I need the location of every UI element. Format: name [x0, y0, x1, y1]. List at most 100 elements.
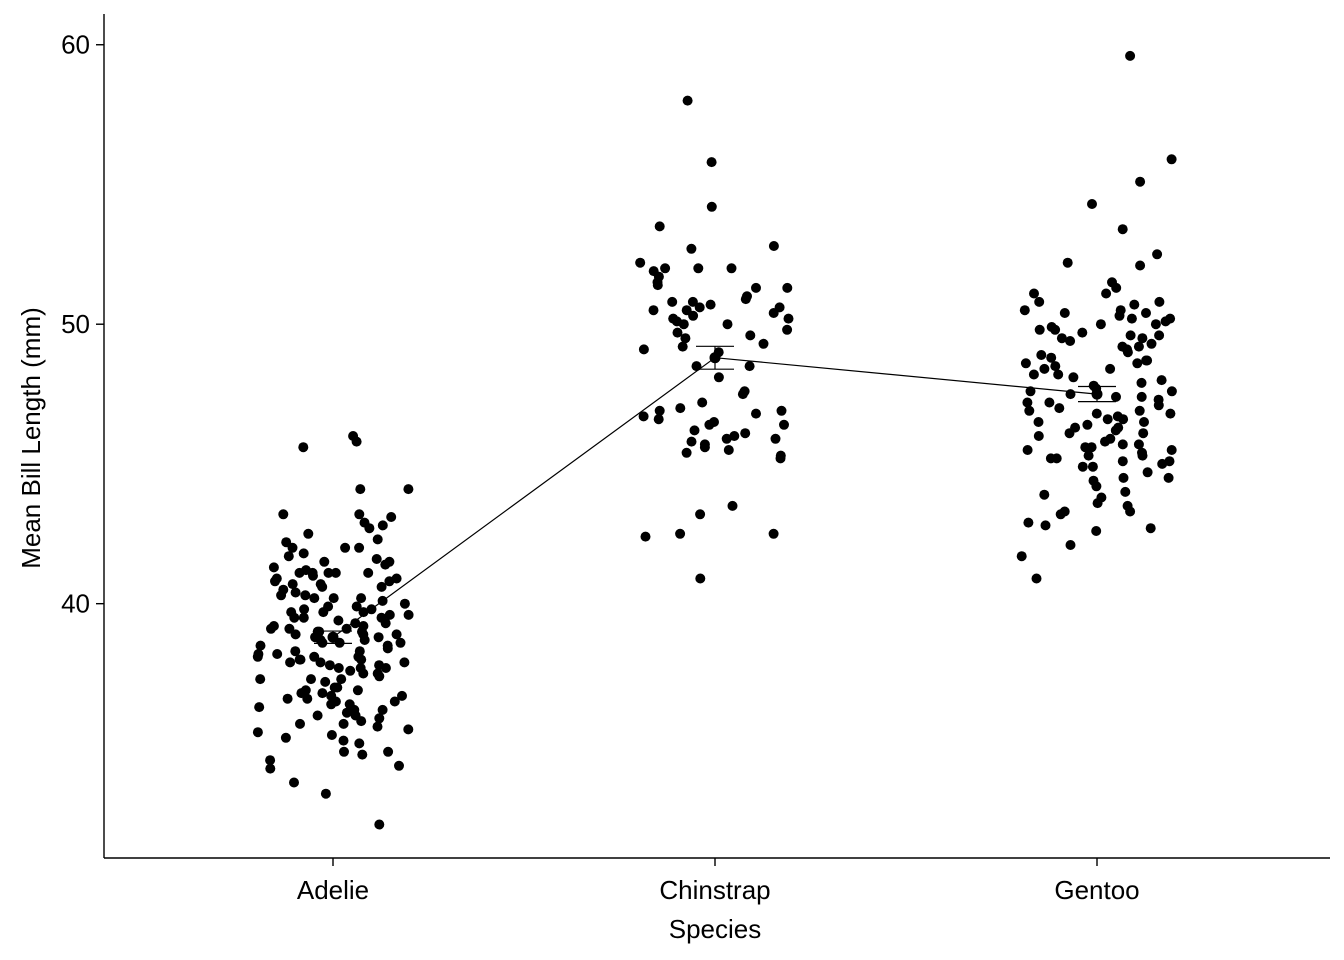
data-point — [706, 201, 717, 212]
data-point — [1050, 361, 1061, 372]
data-point — [758, 338, 769, 349]
data-point — [1137, 450, 1148, 461]
data-point — [770, 433, 781, 444]
data-point — [350, 618, 361, 629]
data-point — [1118, 472, 1129, 483]
data-point — [1019, 305, 1030, 316]
data-point — [380, 559, 391, 570]
data-point — [306, 674, 316, 685]
data-point — [399, 657, 410, 668]
data-point — [640, 531, 651, 542]
data-point — [326, 730, 337, 740]
data-point — [377, 520, 388, 531]
data-point — [1065, 336, 1076, 346]
data-point — [394, 760, 404, 771]
data-point — [1111, 282, 1122, 293]
data-point — [638, 411, 649, 422]
data-point — [1056, 333, 1067, 344]
data-point — [298, 612, 309, 623]
data-point — [678, 319, 689, 330]
data-point — [382, 640, 393, 651]
data-point — [1023, 517, 1034, 528]
data-point — [373, 632, 384, 643]
data-point — [1166, 386, 1177, 397]
data-point — [783, 313, 794, 324]
y-tick-label: 60 — [61, 30, 90, 60]
data-point — [721, 433, 732, 444]
data-point — [1126, 313, 1137, 324]
data-point — [287, 542, 298, 553]
data-point — [1154, 330, 1165, 341]
data-point — [1022, 445, 1033, 455]
data-point — [722, 319, 733, 330]
data-point — [1120, 486, 1131, 497]
data-point — [705, 299, 716, 310]
data-point — [1100, 436, 1110, 447]
data-point — [254, 702, 265, 713]
data-point — [745, 330, 756, 341]
data-point — [355, 484, 366, 495]
data-point — [328, 593, 339, 604]
data-point — [695, 509, 706, 520]
data-point — [317, 688, 328, 699]
data-point — [298, 548, 309, 559]
data-point — [1164, 456, 1175, 467]
data-point — [740, 294, 751, 305]
data-point — [1141, 355, 1152, 366]
data-point — [340, 542, 351, 553]
data-point — [1068, 372, 1079, 383]
data-point — [399, 598, 410, 609]
data-point — [1136, 391, 1147, 402]
data-point — [1111, 391, 1121, 402]
data-point — [332, 682, 343, 693]
data-point — [1039, 489, 1050, 500]
data-point — [699, 442, 710, 453]
data-point — [1022, 397, 1033, 408]
data-point — [1033, 417, 1044, 427]
data-point — [1065, 540, 1076, 550]
data-point — [300, 685, 311, 696]
data-point — [252, 727, 263, 738]
data-point — [691, 361, 702, 372]
data-point — [294, 654, 305, 665]
data-point — [323, 567, 334, 578]
data-point — [694, 302, 705, 313]
data-point — [284, 623, 295, 634]
data-point — [1091, 481, 1102, 492]
data-point — [1150, 319, 1161, 330]
data-point — [635, 257, 646, 268]
data-point — [1031, 573, 1042, 584]
data-point — [272, 649, 283, 659]
data-point — [289, 612, 300, 623]
data-point — [1101, 288, 1112, 299]
data-point — [1117, 456, 1128, 467]
data-point — [253, 649, 264, 659]
data-point — [318, 607, 329, 618]
data-point — [278, 509, 289, 520]
data-point — [1118, 414, 1129, 425]
data-point — [255, 640, 266, 651]
data-point — [744, 361, 755, 372]
data-point — [1125, 330, 1136, 341]
data-point — [319, 556, 330, 567]
data-point — [280, 732, 291, 743]
data-point — [1154, 296, 1165, 307]
data-point — [667, 296, 678, 307]
y-axis-title: Mean Bill Length (mm) — [16, 307, 46, 569]
data-point — [1105, 363, 1116, 374]
data-point — [1039, 363, 1050, 374]
data-point — [345, 665, 356, 676]
data-point — [686, 436, 697, 447]
data-point — [1092, 498, 1103, 509]
data-point — [1142, 467, 1153, 478]
data-point — [776, 405, 787, 416]
y-tick-label: 50 — [61, 309, 90, 339]
data-point — [374, 713, 385, 724]
data-point — [1146, 338, 1157, 349]
data-point — [265, 763, 276, 774]
data-point — [358, 607, 369, 618]
data-point — [354, 509, 365, 520]
data-point — [1095, 319, 1106, 330]
data-points — [252, 50, 1177, 830]
